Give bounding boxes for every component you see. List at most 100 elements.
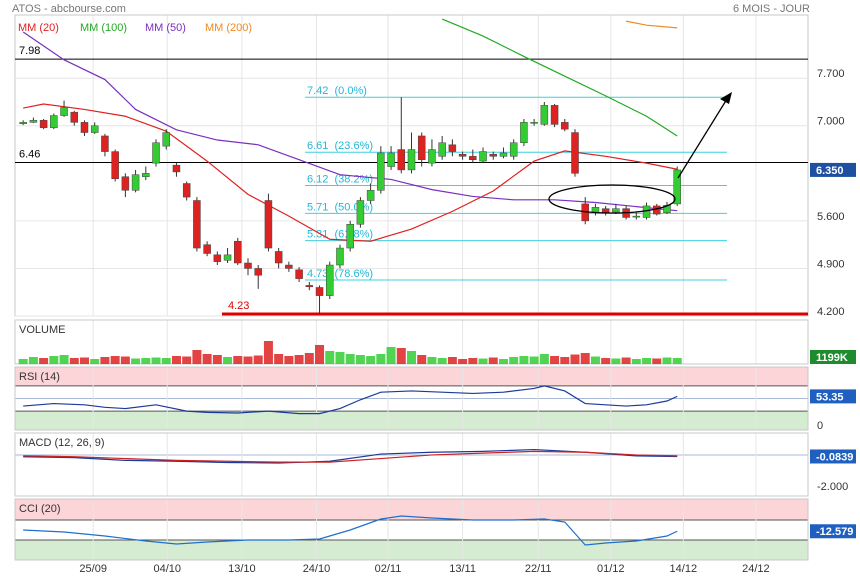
candle-body [540,105,549,125]
level-label: 6.46 [19,148,40,160]
y-tick-label: 5.600 [817,211,845,223]
volume-bar [519,356,529,364]
candle-body [315,287,324,296]
candle-body [305,285,314,288]
support-label: 4.23 [228,300,249,312]
volume-bar [427,357,437,364]
y-tick-label: -2.000 [817,481,848,493]
candle-body [438,142,446,157]
volume-bar [529,356,539,364]
candle-body [244,262,252,269]
fib-label: 5.31 (61.8%) [307,228,373,240]
volume-bar [631,359,641,364]
volume-bar [366,356,376,364]
annotation-ellipse [548,184,676,214]
candle-body [213,254,222,262]
volume-bar [437,358,447,364]
x-tick-label: 13/11 [449,563,476,575]
volume-bar [396,348,406,364]
candle-body [612,208,620,213]
x-tick-label: 22/11 [525,563,552,575]
y-tick-label: 4.900 [817,258,845,270]
volume-bar [110,356,120,364]
volume-bar [18,359,28,364]
volume-bar [28,357,38,364]
candle-body [428,149,436,164]
candle-body [285,264,293,269]
volume-bar [223,357,233,364]
panel-title: RSI (14) [19,371,60,383]
candle-body [397,149,406,171]
volume-bar [580,353,590,364]
y-tick-label: 4.200 [817,306,845,318]
volume-bar [182,356,192,364]
x-tick-label: 01/12 [597,563,625,575]
volume-bar [212,355,222,364]
panel-title: MACD (12, 26, 9) [19,437,105,449]
y-tick-label: 7.000 [817,116,845,128]
last-value-box [810,162,856,177]
candle-body [193,200,201,249]
volume-bar [468,358,478,364]
volume-bar [171,356,181,364]
volume-bar [294,355,304,364]
volume-bar [161,358,171,364]
volume-bar [59,355,69,364]
volume-bar [325,351,335,364]
panel-title: CCI (20) [19,503,61,515]
last-value-label: 53.35 [816,391,844,403]
legend-label: MM (200) [205,22,252,34]
candle-body [80,122,89,133]
volume-bar [550,356,560,364]
candle-body [673,169,681,205]
legend-label: MM (50) [145,22,186,34]
volume-bar [539,354,549,364]
volume-bar [335,352,345,364]
last-value-box [810,389,856,404]
oversold-zone [15,411,808,430]
fib-label: 6.61 (23.6%) [307,140,373,152]
overbought-zone [15,367,808,386]
volume-bar [284,356,294,364]
legend-label: MM (100) [80,22,127,34]
volume-bar [202,354,212,364]
last-value-label: 6.350 [816,165,844,177]
plot-layer: 4.200 4.900 5.600 7.000 7.700 7.98 6.46 4.23 7.4… [14,14,856,575]
panel-frame [14,366,809,431]
volume-bar [652,358,662,364]
volume-bar [662,357,672,364]
volume-bar [192,350,202,364]
candle-body [131,174,140,191]
candle-body [162,132,170,147]
volume-bar [601,358,611,364]
candle-body [39,120,48,129]
volume-bar [243,356,253,364]
volume-bar [498,359,508,364]
volume-bar [672,358,682,364]
volume-bar [458,359,468,364]
candle-body [458,154,467,157]
volume-bar [304,353,314,364]
candle-body [111,151,119,179]
candle-body [152,142,160,164]
volume-bar [345,354,355,364]
fib-label: 4.73 (78.6%) [307,268,373,280]
candle-body [387,152,395,167]
x-tick-label: 14/12 [670,563,698,575]
volume-bar [560,357,570,364]
fib-label: 5.71 (50.0%) [307,201,373,213]
x-tick-label: 13/10 [228,563,256,575]
y-tick-label: 0 [817,420,823,432]
candle-body [417,135,426,160]
candle-body [346,224,354,249]
volume-bar [386,347,396,364]
last-value-box [810,350,856,364]
volume-bar [100,357,110,364]
x-tick-label: 25/09 [79,563,107,575]
candle-body [295,269,303,279]
header-title: ATOS - abcbourse.com [12,3,126,15]
candle-body [172,164,181,173]
candle-body [264,200,273,249]
candle-body [377,152,385,191]
candle-body [142,173,150,177]
